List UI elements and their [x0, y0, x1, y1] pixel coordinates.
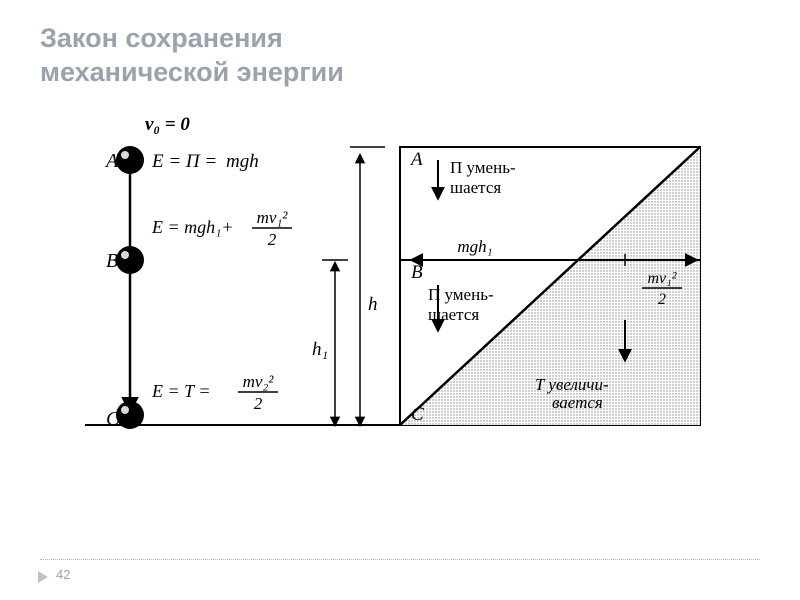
v0-label: v₀ = 0 — [145, 114, 190, 135]
svg-text:mv₁²: mv₁² — [257, 208, 289, 227]
ball-B — [116, 246, 144, 274]
footer-divider — [40, 559, 760, 560]
label-C: C — [106, 408, 120, 430]
svg-text:T увеличи-: T увеличи- — [535, 375, 609, 394]
svg-text:E = mgh₁+: E = mgh₁+ — [151, 217, 234, 237]
formula-A: E = Π = mgh — [151, 151, 259, 172]
svg-text:2: 2 — [658, 291, 666, 308]
svg-text:h₁: h₁ — [312, 339, 328, 360]
p-decrease-2: Π умень- шается — [428, 285, 494, 330]
dimension-h: h — [350, 147, 385, 425]
svg-text:2: 2 — [254, 394, 263, 413]
page-number: 42 — [56, 567, 70, 582]
svg-text:2: 2 — [268, 230, 277, 249]
ball-A — [116, 146, 144, 174]
figure: A B C v₀ = 0 E = Π = mgh E = mgh₁+ mv₁² … — [60, 105, 740, 505]
dimension-h1: h₁ — [312, 260, 348, 425]
svg-text:Π умень-: Π умень- — [450, 158, 516, 177]
title-line-1: Закон сохранения — [40, 23, 283, 53]
svg-text:Π умень-: Π умень- — [428, 285, 494, 304]
formula-C: E = T = mv₂² 2 — [151, 372, 278, 413]
svg-text:шается: шается — [428, 305, 479, 324]
svg-text:h: h — [368, 294, 378, 315]
right-A: A — [409, 149, 423, 170]
svg-text:вается: вается — [552, 393, 603, 412]
right-B: B — [411, 262, 423, 283]
title-line-2: механической энергии — [40, 57, 344, 87]
label-A: A — [104, 150, 119, 172]
page-arrow-icon — [38, 571, 48, 583]
formula-B: E = mgh₁+ mv₁² 2 — [151, 208, 292, 249]
svg-text:шается: шается — [450, 178, 501, 197]
right-C: C — [411, 404, 424, 425]
svg-text:E = T =: E = T = — [151, 381, 210, 401]
svg-text:mgh₁: mgh₁ — [457, 237, 492, 256]
mgh1-arrow: mgh₁ — [412, 237, 525, 260]
p-decrease-1: Π умень- шается — [438, 158, 516, 198]
ball-C — [116, 401, 144, 429]
svg-text:mv₂²: mv₂² — [243, 372, 275, 391]
label-B: B — [106, 250, 118, 272]
svg-text:mv₁²: mv₁² — [647, 270, 677, 287]
